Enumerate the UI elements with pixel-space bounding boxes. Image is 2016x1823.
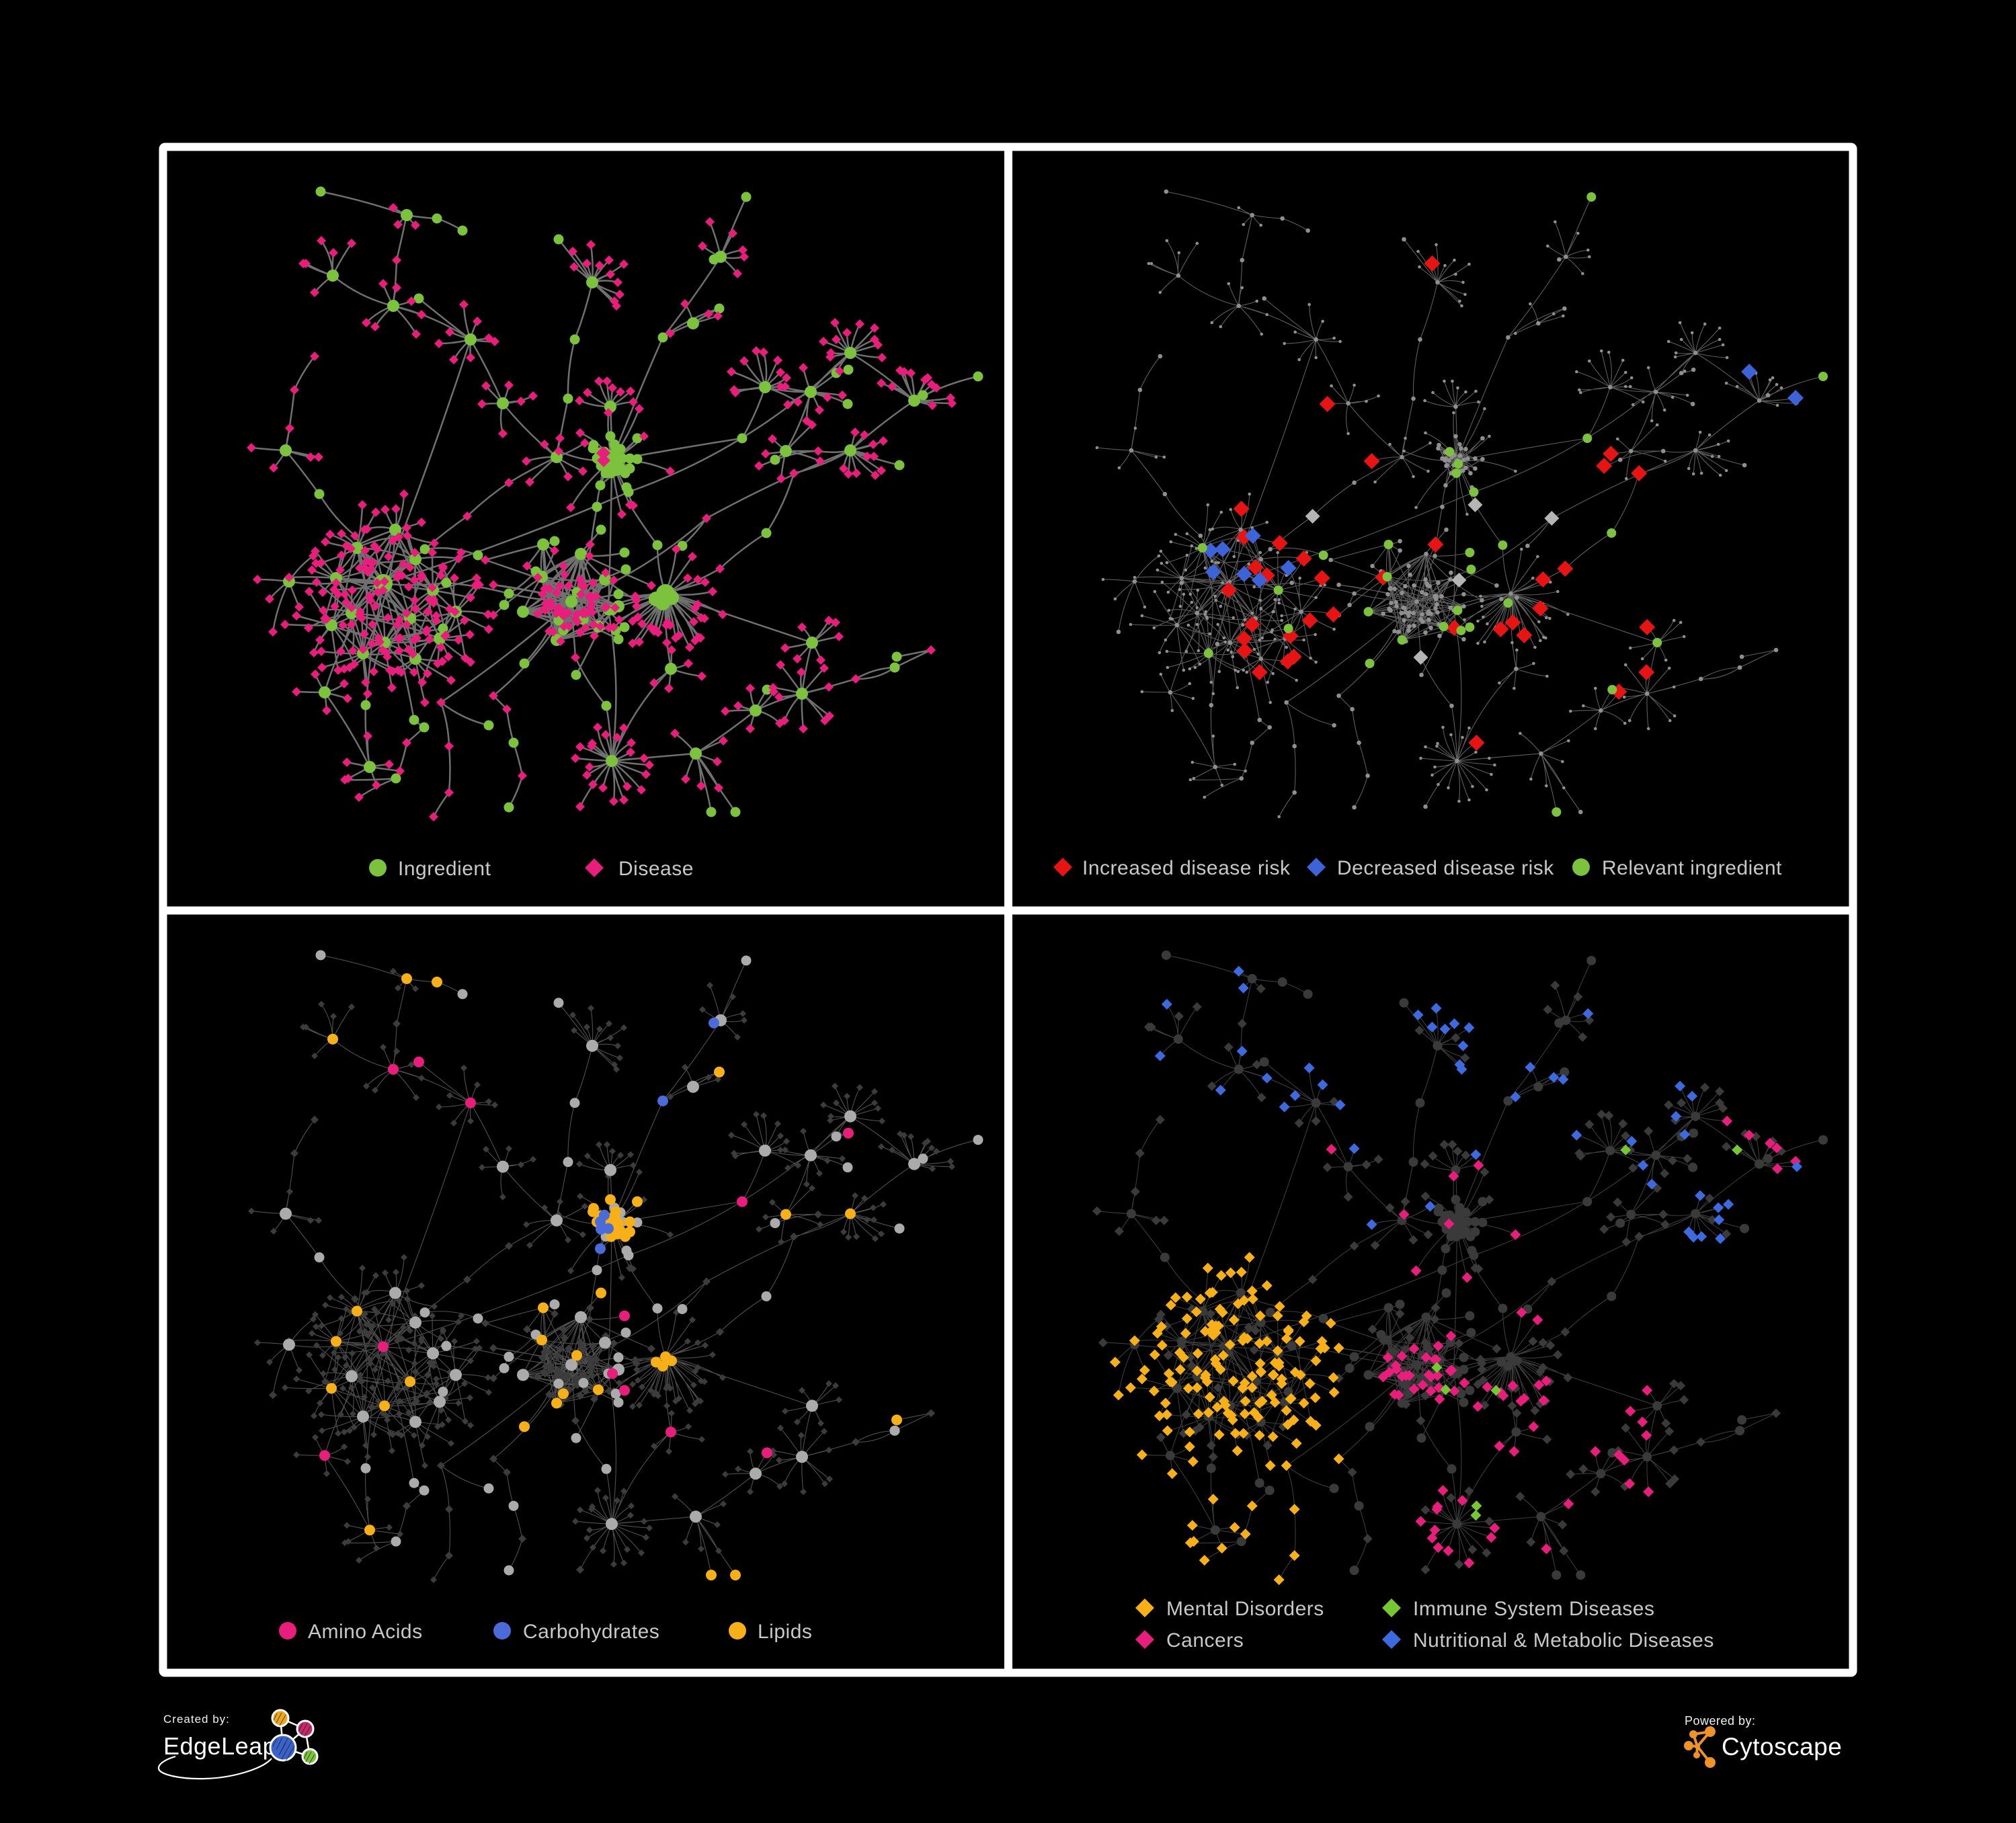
svg-text:Mental Disorders: Mental Disorders	[1166, 1598, 1324, 1620]
svg-text:Ingredient: Ingredient	[398, 858, 491, 880]
svg-text:Relevant ingredient: Relevant ingredient	[1602, 857, 1782, 879]
svg-text:Created by:: Created by:	[163, 1713, 230, 1726]
svg-text:Cancers: Cancers	[1166, 1629, 1244, 1652]
svg-text:Amino Acids: Amino Acids	[308, 1621, 423, 1643]
svg-text:EdgeLeap: EdgeLeap	[163, 1732, 276, 1760]
svg-text:Powered by:: Powered by:	[1685, 1714, 1756, 1728]
svg-text:Decreased disease risk: Decreased disease risk	[1337, 857, 1554, 879]
svg-text:Disease: Disease	[618, 858, 694, 880]
svg-text:Lipids: Lipids	[758, 1621, 812, 1643]
svg-text:Carbohydrates: Carbohydrates	[523, 1621, 659, 1643]
svg-text:Cytoscape: Cytoscape	[1722, 1733, 1842, 1760]
svg-text:Increased disease risk: Increased disease risk	[1082, 857, 1291, 879]
svg-text:Nutritional & Metabolic Diseas: Nutritional & Metabolic Diseases	[1413, 1629, 1714, 1652]
svg-text:Immune System Diseases: Immune System Diseases	[1413, 1598, 1654, 1620]
